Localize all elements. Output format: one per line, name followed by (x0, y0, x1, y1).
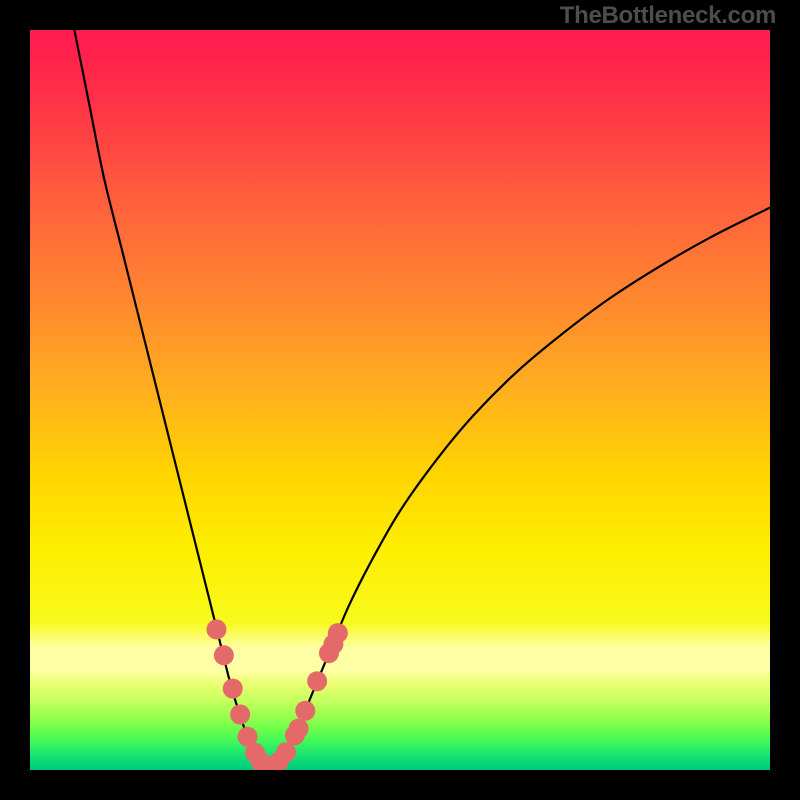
marker-point (289, 719, 309, 739)
marker-point (223, 679, 243, 699)
chart-frame: TheBottleneck.com (0, 0, 800, 800)
marker-point (295, 701, 315, 721)
chart-svg-layer (30, 30, 770, 770)
marker-point (230, 705, 250, 725)
marker-point (307, 671, 327, 691)
curve-right (274, 208, 770, 769)
marker-point (214, 645, 234, 665)
watermark-text: TheBottleneck.com (560, 2, 776, 30)
marker-point (206, 619, 226, 639)
marker-point (276, 742, 296, 762)
marker-point (323, 634, 343, 654)
curve-left (74, 30, 268, 769)
chart-plot-area (30, 30, 770, 770)
